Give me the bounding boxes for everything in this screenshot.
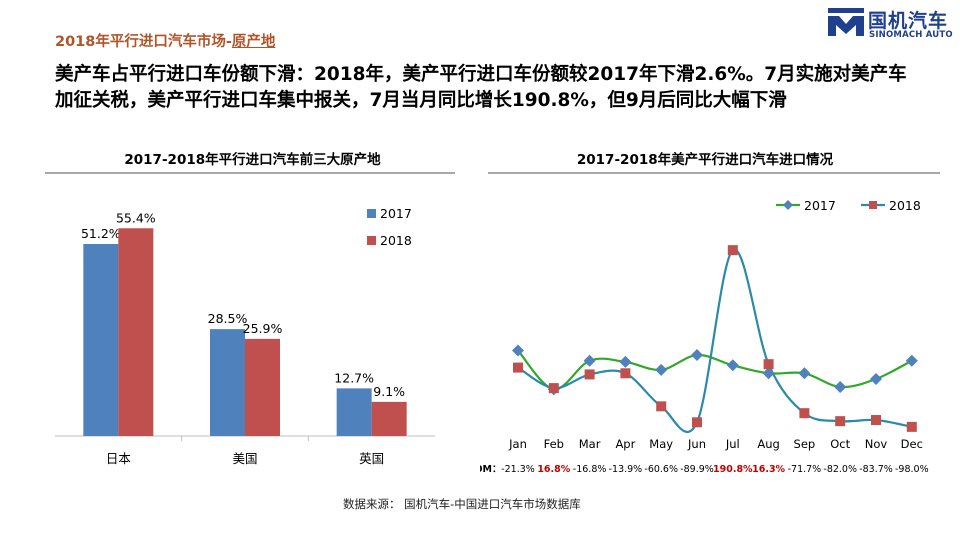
x-category-label: 英国 (359, 451, 384, 466)
legend-label-2018: 2018 (889, 198, 921, 213)
legend-marker-2017 (783, 200, 793, 210)
legend-label-2017: 2017 (804, 198, 836, 213)
data-source-note: 数据来源： 国机汽车-中国进口汽车市场数据库 (343, 497, 581, 511)
bar-2017-1 (210, 329, 245, 436)
legend-swatch-2018 (367, 236, 376, 245)
marker-2018-6 (727, 245, 738, 256)
x-month-label: Oct (830, 437, 850, 451)
line-series-2017 (517, 349, 913, 391)
marker-2018-7 (763, 359, 774, 370)
marker-2017-4 (655, 363, 668, 376)
x-month-label: May (649, 437, 673, 451)
section-title-suffix: 原产地 (231, 34, 276, 50)
marker-2018-0 (513, 362, 523, 373)
line-series-2018 (517, 248, 913, 433)
bar-chart: 51.2%55.4% 日本 28.5%25.9% 美国 12.7%9.1% 英国 2017 2… (55, 206, 435, 466)
logo-english-name: SINOMACH AUTO (869, 30, 953, 40)
bar-value-label: 55.4% (116, 210, 156, 225)
mom-value-label: -98.0% (895, 464, 929, 475)
mom-value-label: -13.9% (609, 464, 643, 475)
marker-2018-8 (799, 408, 810, 419)
x-month-label: Apr (615, 437, 635, 451)
mom-value-label: 16.8% (537, 464, 570, 475)
marker-2017-9 (834, 380, 847, 393)
bar-value-label: 12.7% (334, 370, 374, 385)
x-month-label: Jan (508, 437, 527, 451)
legend-label-2018: 2018 (380, 233, 412, 248)
marker-2017-11 (905, 354, 918, 367)
logo-chinese-name: 国机汽车 (868, 10, 949, 32)
marker-2018-1 (548, 383, 559, 394)
bar-chart-title: 2017-2018年平行进口汽车前三大原产地 (124, 152, 381, 168)
mom-value-label: -16.8% (573, 464, 607, 475)
mom-value-label: -21.3% (501, 464, 535, 475)
marker-2018-2 (584, 369, 595, 380)
headline: 美产车占平行进口车份额下滑：2018年，美产平行进口车份额较2017年下滑2.6… (55, 64, 907, 111)
bar-value-label: 25.9% (243, 321, 283, 336)
x-month-label: Jul (725, 437, 740, 451)
x-month-label: Aug (757, 437, 779, 451)
line-chart-title: 2017-2018年美产平行进口汽车进口情况 (576, 152, 834, 168)
marker-2017-7 (762, 367, 775, 380)
mom-value-label: -89.9% (680, 464, 714, 475)
bar-2018-2 (371, 401, 407, 436)
bar-2017-2 (336, 388, 372, 436)
bar-value-label: 9.1% (373, 384, 405, 399)
legend-swatch-2017 (367, 209, 376, 218)
marker-2018-10 (871, 415, 881, 426)
x-category-label: 日本 (106, 451, 132, 466)
section-title: 2018年平行进口汽车市场-原产地 (55, 30, 275, 51)
bar-2018-0 (118, 228, 154, 436)
company-logo: 国机汽车 SINOMACH AUTO (828, 6, 958, 40)
mom-value-label: -82.0% (823, 464, 857, 475)
mom-value-label: 190.8% (713, 464, 753, 475)
bar-chart-divider (45, 172, 455, 174)
bar-value-label: 51.2% (81, 226, 121, 241)
mom-row-label: MOM： (480, 464, 501, 475)
x-month-label: Feb (544, 437, 564, 451)
legend-marker-2018 (869, 201, 877, 209)
x-month-label: Mar (579, 437, 601, 451)
marker-2017-8 (798, 367, 811, 380)
mom-value-label: 16.3% (752, 464, 785, 475)
x-month-label: Nov (865, 437, 888, 451)
legend-label-2017: 2017 (380, 206, 412, 221)
line-chart-divider (488, 172, 940, 174)
x-month-label: Sep (794, 437, 816, 451)
marker-2018-11 (906, 421, 917, 432)
mom-value-label: -83.7% (859, 464, 893, 475)
x-month-label: Dec (901, 437, 923, 451)
marker-2017-0 (512, 344, 524, 357)
marker-2017-2 (583, 354, 596, 367)
mom-value-label: -71.7% (788, 464, 822, 475)
sinomach-logo-icon (828, 8, 864, 36)
bar-2017-0 (83, 244, 119, 436)
section-title-prefix: 2018年平行进口汽车市场- (55, 34, 232, 50)
x-category-label: 美国 (232, 451, 257, 466)
bar-2018-1 (245, 338, 280, 436)
mom-value-label: -60.6% (644, 464, 678, 475)
marker-2018-9 (835, 416, 846, 427)
marker-2018-4 (656, 401, 667, 412)
marker-2017-3 (619, 355, 632, 368)
x-month-label: Jun (687, 437, 706, 451)
marker-2017-6 (726, 359, 739, 372)
line-chart: 2017 2018 Jan Feb Mar Apr May Jun Jul Aug Sep Oct No… (480, 198, 929, 475)
bar-value-label: 28.5% (208, 311, 248, 326)
marker-2018-5 (692, 417, 702, 428)
marker-2017-10 (870, 372, 882, 385)
marker-2017-5 (691, 349, 703, 362)
marker-2018-3 (620, 368, 631, 379)
